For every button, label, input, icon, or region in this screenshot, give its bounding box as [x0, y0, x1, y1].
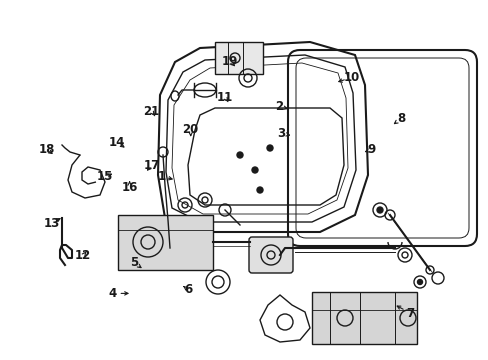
FancyBboxPatch shape: [248, 237, 292, 273]
Text: 21: 21: [143, 105, 160, 118]
Text: 3: 3: [277, 127, 285, 140]
Text: 15: 15: [97, 170, 113, 183]
Text: 10: 10: [343, 71, 360, 84]
Text: 7: 7: [406, 307, 414, 320]
Circle shape: [257, 187, 263, 193]
Text: 6: 6: [184, 283, 192, 296]
Text: 2: 2: [274, 100, 282, 113]
FancyBboxPatch shape: [311, 292, 416, 344]
Circle shape: [376, 207, 382, 213]
Text: 4: 4: [108, 287, 116, 300]
Circle shape: [237, 152, 243, 158]
Circle shape: [266, 145, 272, 151]
Text: 11: 11: [216, 91, 233, 104]
Text: 14: 14: [109, 136, 125, 149]
Text: 17: 17: [143, 159, 160, 172]
FancyBboxPatch shape: [118, 215, 213, 270]
Text: 18: 18: [38, 143, 55, 156]
Text: 5: 5: [130, 256, 138, 269]
Text: 19: 19: [221, 55, 238, 68]
Circle shape: [251, 167, 258, 173]
FancyBboxPatch shape: [215, 42, 263, 74]
Text: 13: 13: [43, 217, 60, 230]
Text: 8: 8: [396, 112, 404, 125]
Text: 12: 12: [75, 249, 91, 262]
Text: 9: 9: [367, 143, 375, 156]
Text: 1: 1: [157, 170, 165, 183]
Circle shape: [417, 279, 422, 284]
Text: 20: 20: [182, 123, 199, 136]
Text: 16: 16: [121, 181, 138, 194]
